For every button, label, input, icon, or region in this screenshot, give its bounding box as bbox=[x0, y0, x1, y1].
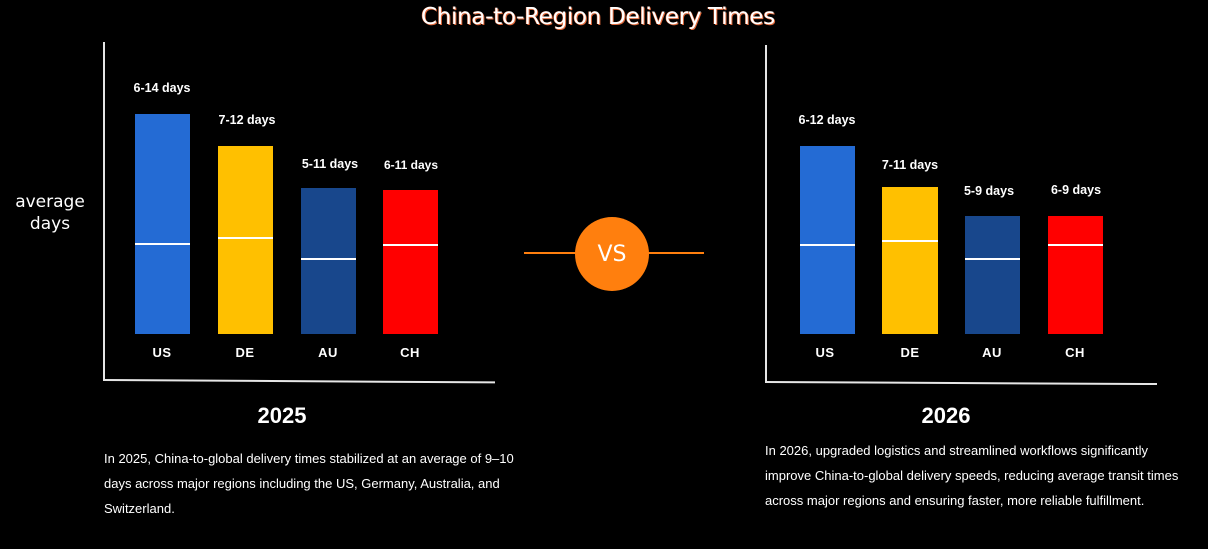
bar-value-label-ch: 6-11 days bbox=[383, 158, 439, 172]
average-marker bbox=[135, 243, 190, 245]
average-marker bbox=[218, 237, 273, 239]
category-label-ch: CH bbox=[400, 345, 420, 360]
category-label-de: DE bbox=[900, 345, 920, 360]
bar-value-label-us: 6-12 days bbox=[798, 113, 856, 127]
vs-connector-left bbox=[524, 252, 578, 254]
bar-value-label-ch: 6-9 days bbox=[1050, 183, 1102, 197]
description-2026: In 2026, upgraded logistics and streamli… bbox=[765, 443, 1179, 508]
x-axis-line bbox=[764, 381, 1157, 386]
average-marker bbox=[800, 244, 855, 246]
category-label-us: US bbox=[152, 345, 172, 360]
bar-value-label-de: 7-11 days bbox=[881, 158, 939, 172]
bar-us bbox=[800, 146, 855, 334]
bar-de bbox=[882, 187, 938, 334]
x-axis-line bbox=[102, 379, 495, 384]
chart-title: China-to-Region Delivery Times bbox=[421, 4, 775, 30]
vs-badge: VS bbox=[575, 217, 649, 291]
average-marker bbox=[965, 258, 1020, 260]
bar-de bbox=[218, 146, 273, 334]
average-marker bbox=[1048, 244, 1103, 246]
category-label-us: US bbox=[815, 345, 835, 360]
average-marker bbox=[383, 244, 438, 246]
bar-us bbox=[135, 114, 190, 334]
category-label-ch: CH bbox=[1065, 345, 1085, 360]
bar-ch bbox=[1048, 216, 1103, 334]
y-axis-line bbox=[765, 45, 767, 383]
category-label-de: DE bbox=[235, 345, 255, 360]
bar-value-label-au: 5-9 days bbox=[963, 184, 1015, 198]
bar-au bbox=[965, 216, 1020, 334]
y-axis-label-line2: days bbox=[29, 214, 71, 234]
bar-value-label-de: 7-12 days bbox=[218, 113, 276, 127]
bar-ch bbox=[383, 190, 438, 334]
bar-au bbox=[301, 188, 356, 334]
vs-connector-right bbox=[646, 252, 704, 254]
bar-value-label-us: 6-14 days bbox=[133, 81, 191, 95]
description-2025: In 2025, China-to-global delivery times … bbox=[104, 451, 514, 516]
average-marker bbox=[301, 258, 356, 260]
bar-value-label-au: 5-11 days bbox=[301, 157, 359, 171]
y-axis-line bbox=[103, 42, 105, 381]
y-axis-label-line1: average bbox=[15, 192, 85, 212]
category-label-au: AU bbox=[318, 345, 338, 360]
year-label-2025: 2025 bbox=[257, 403, 307, 428]
vs-text: VS bbox=[597, 241, 627, 267]
category-label-au: AU bbox=[982, 345, 1002, 360]
year-label-2026: 2026 bbox=[921, 403, 971, 428]
average-marker bbox=[882, 240, 938, 242]
y-axis-label: average days bbox=[4, 191, 96, 235]
